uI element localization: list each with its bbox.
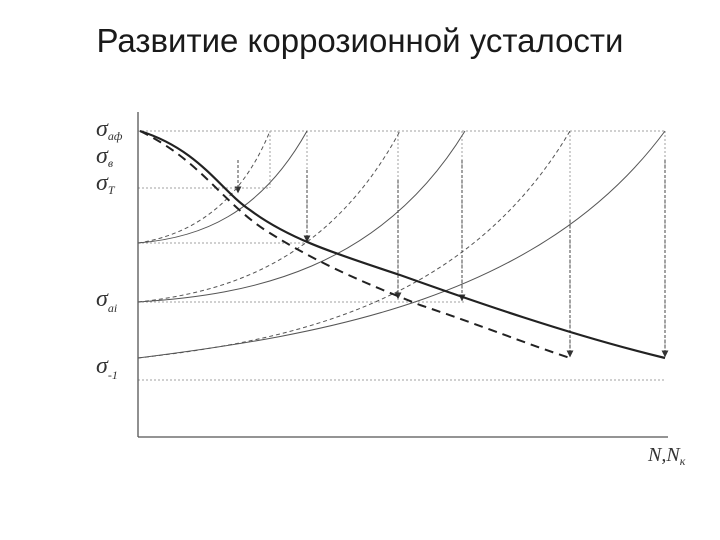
- y-labels: σаф σв σT σai σ-1: [96, 116, 123, 382]
- y-label-st: σT: [96, 170, 116, 197]
- solid-curve-1: [137, 130, 308, 244]
- solid-curve-3: [137, 130, 666, 359]
- y-label-sai: σai: [96, 286, 117, 315]
- grid-lines: [138, 130, 666, 381]
- y-label-saf: σаф: [96, 116, 123, 143]
- dashed-curve-1: [137, 130, 271, 244]
- drop-arrows: [234, 160, 669, 358]
- fatigue-curve-air: [139, 129, 666, 360]
- y-label-s-1: σ-1: [96, 353, 118, 382]
- axes: [137, 112, 668, 438]
- solid-curve-2: [137, 130, 466, 303]
- y-label-sv: σв: [96, 143, 113, 170]
- solid-growth-curves: [137, 130, 666, 359]
- dashed-curve-2: [137, 130, 401, 303]
- dashed-growth-curves: [137, 130, 571, 359]
- dashed-curve-3: [137, 130, 571, 359]
- x-axis-label: N,Nк: [647, 444, 686, 468]
- slide-title: Развитие коррозионной усталости: [96, 22, 624, 59]
- fatigue-curve-corrosion: [139, 130, 571, 359]
